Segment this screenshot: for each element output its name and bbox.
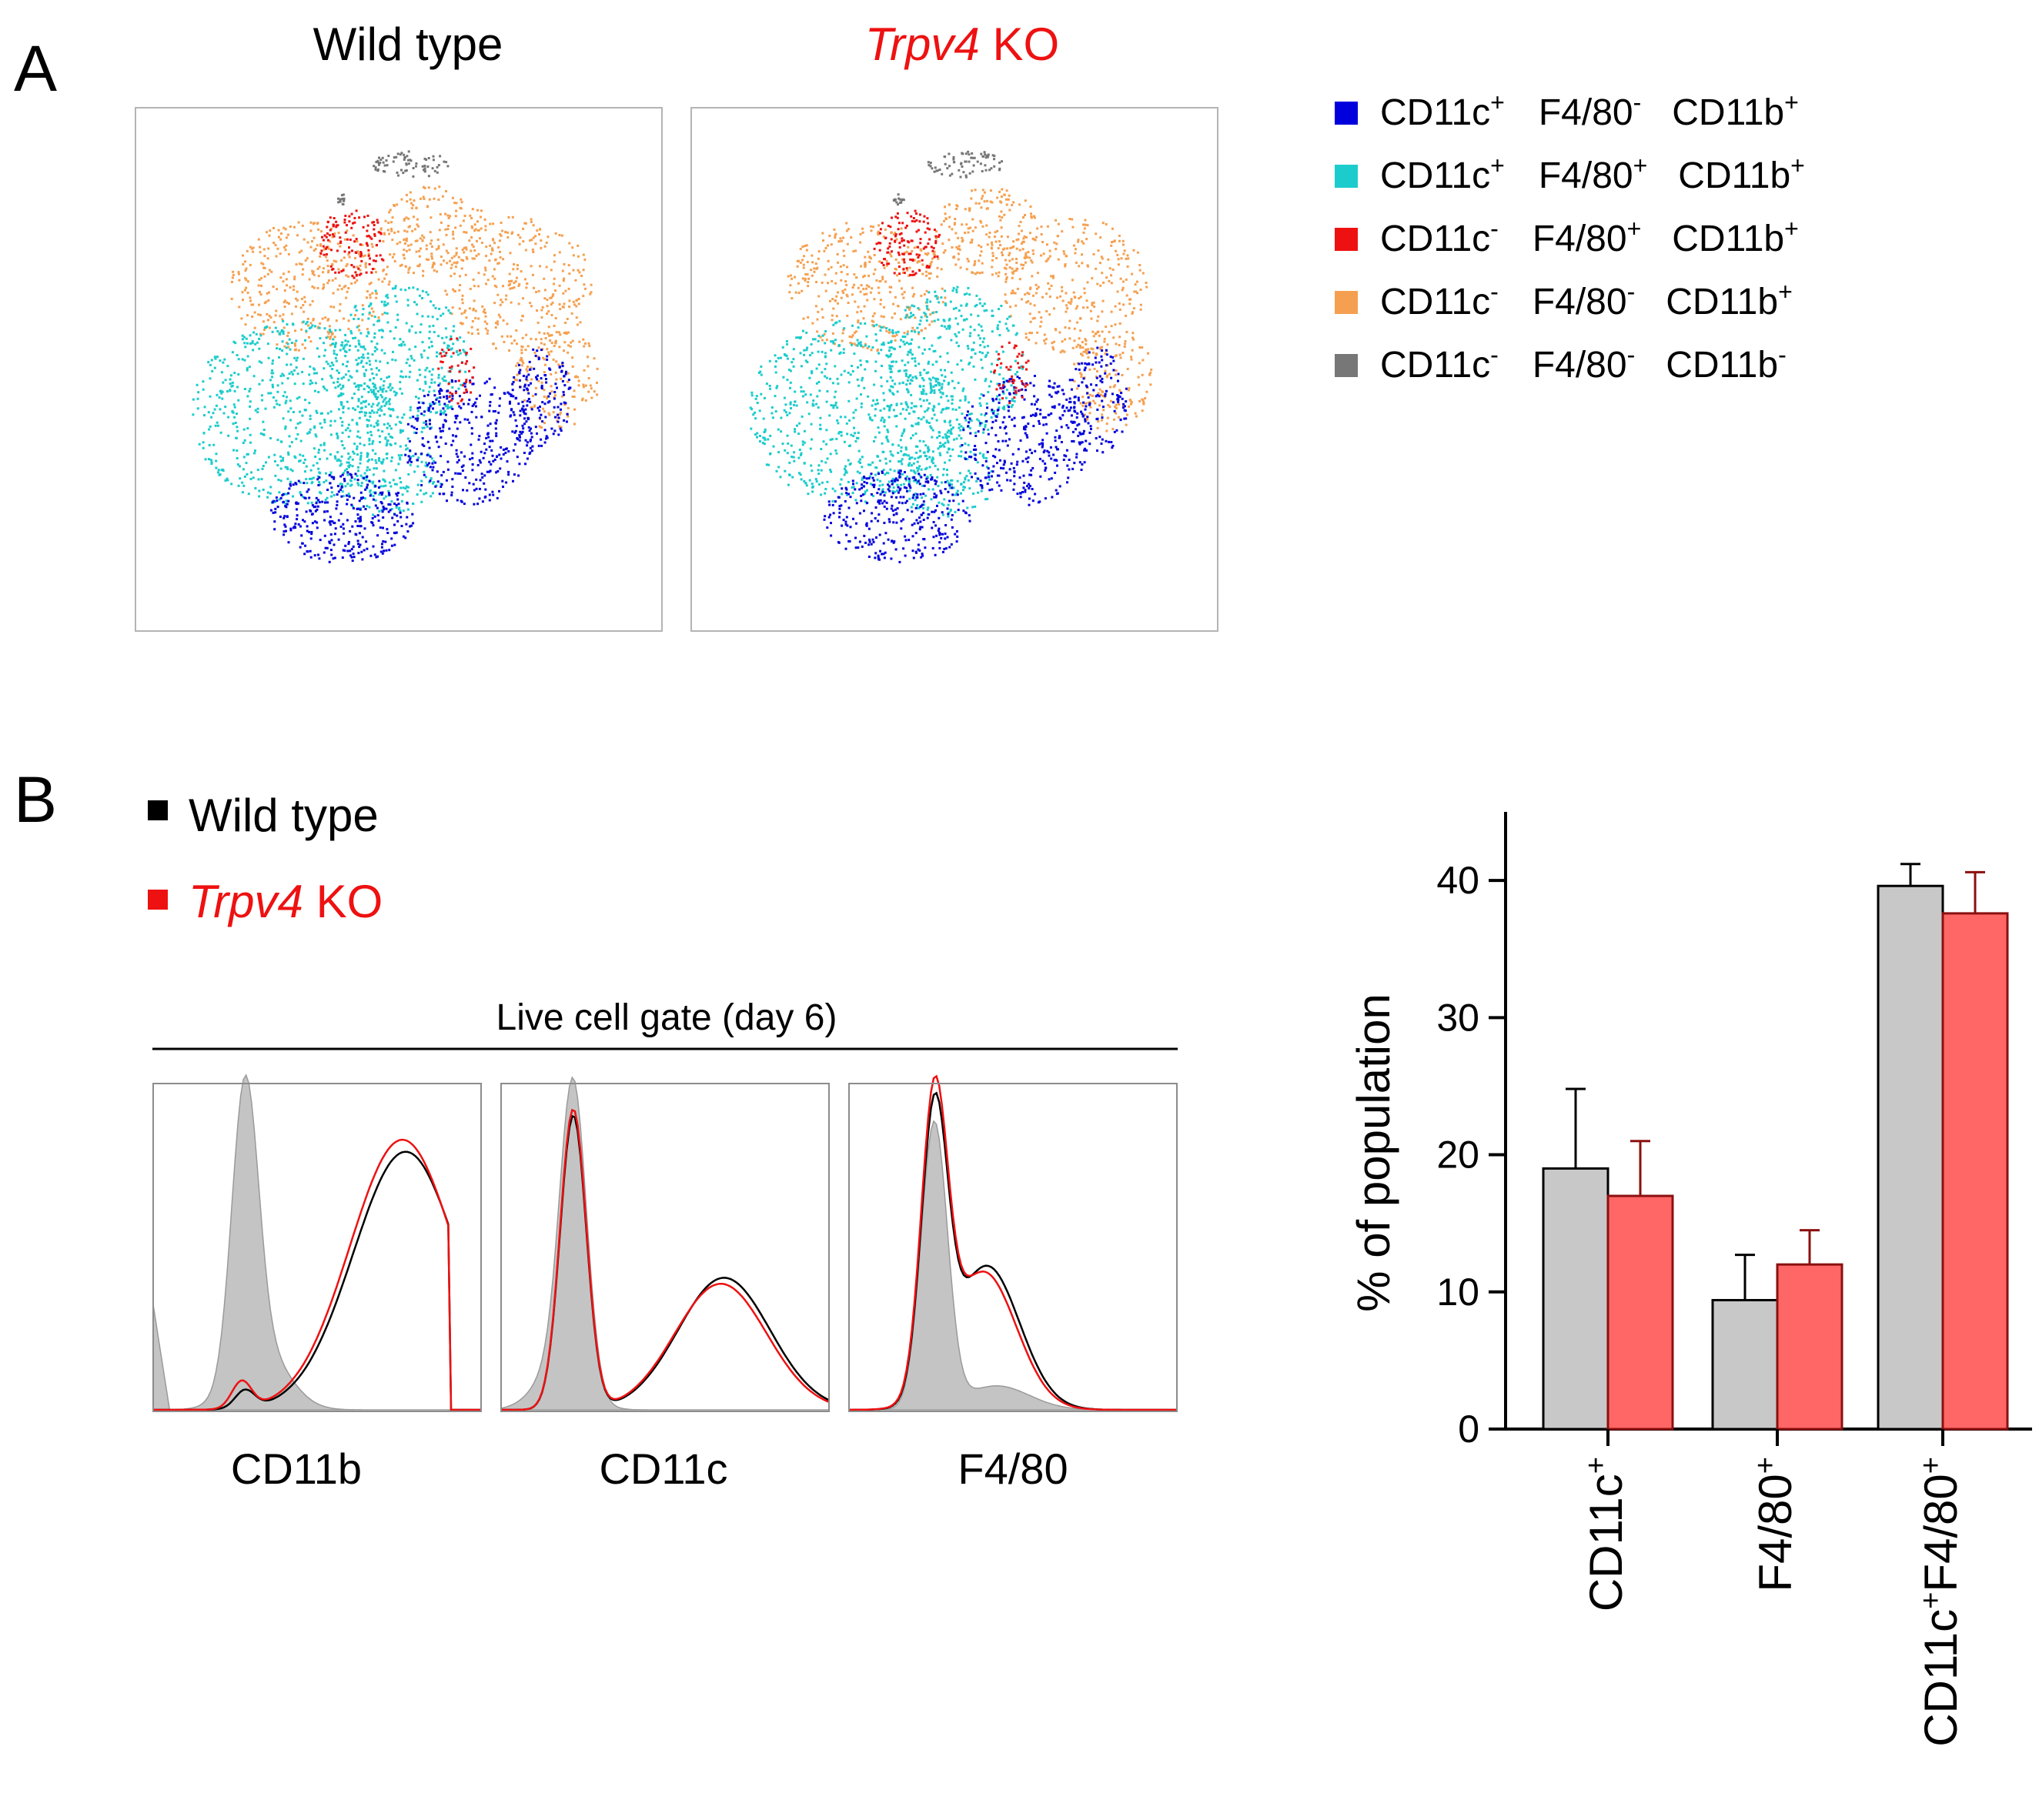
histogram-frame-cd11c <box>500 1083 830 1412</box>
legend-b-wild-type: Wild type <box>189 790 379 841</box>
tsne-plot-ko <box>749 150 1153 563</box>
bar-1-0 <box>1606 1194 1674 1431</box>
bar-1-1 <box>1776 1263 1843 1431</box>
histogram-label-f480: F4/80 <box>958 1444 1068 1493</box>
y-axis-label: % of population <box>1348 993 1399 1312</box>
wild-type-curve <box>849 1091 1177 1411</box>
ko-curve <box>153 1138 481 1411</box>
isotype-fill <box>500 1076 829 1411</box>
x-tick-label-2: CD11c+F4/80+ <box>1915 1457 1967 1747</box>
x-tick-label-1: F4/80+ <box>1750 1457 1801 1592</box>
ko-curve <box>501 1108 830 1411</box>
bar-0-0 <box>1542 1167 1609 1431</box>
tsne-frame-ko <box>690 107 1218 632</box>
legend-swatch-4 <box>1335 354 1358 377</box>
legend-label-2: CD11c- F4/80+ CD11b+ <box>1380 215 1799 259</box>
legend-swatch-3 <box>1335 291 1358 314</box>
histogram-cd11c <box>500 1076 830 1411</box>
population-legend: CD11c+ F4/80- CD11b+ CD11c+ F4/80+ CD11b+ CD11… <box>1335 88 1805 386</box>
legend-b-swatch-wild-type <box>148 800 168 820</box>
ko-title-gene: Trpv4 <box>865 18 980 70</box>
y-tick-label-10: 10 <box>1436 1271 1479 1314</box>
legend-b-ko: Trpv4 KO <box>189 876 383 927</box>
ko-title: Trpv4 KO <box>865 18 1059 70</box>
y-tick-label-20: 20 <box>1436 1134 1479 1177</box>
ko-curve <box>848 1074 1177 1411</box>
x-tick-label-0: CD11c+ <box>1580 1457 1632 1611</box>
histogram-frame-f480 <box>848 1083 1178 1412</box>
tsne-frame-wild-type <box>135 107 663 632</box>
ko-title-suffix: KO <box>980 18 1059 70</box>
bar-chart: % of population 010203040CD11c+F4/80+CD1… <box>1348 812 2032 1747</box>
bar-0-2 <box>1877 884 1944 1431</box>
legend-swatch-1 <box>1335 165 1358 188</box>
histogram-cd11b <box>152 1074 481 1411</box>
y-tick-label-30: 30 <box>1436 996 1479 1039</box>
y-tick-label-40: 40 <box>1436 859 1479 902</box>
bar-1-2 <box>1941 912 2009 1431</box>
isotype-fill <box>849 1120 1177 1411</box>
legend-label-4: CD11c- F4/80- CD11b- <box>1380 341 1787 386</box>
histogram-label-cd11b: CD11b <box>231 1444 362 1493</box>
histogram-frame-cd11b <box>152 1083 482 1412</box>
legend-swatch-0 <box>1335 102 1358 125</box>
y-tick-label-0: 0 <box>1458 1408 1479 1451</box>
histogram-f480 <box>848 1074 1177 1411</box>
isotype-fill <box>152 1074 481 1411</box>
panel-a-label: A <box>14 32 57 105</box>
legend-label-1: CD11c+ F4/80+ CD11b+ <box>1380 152 1805 196</box>
bar-0-1 <box>1711 1298 1779 1431</box>
wild-type-title: Wild type <box>313 18 503 70</box>
gate-label: Live cell gate (day 6) <box>496 997 837 1038</box>
legend-swatch-2 <box>1335 228 1358 251</box>
wild-type-curve <box>153 1150 481 1411</box>
legend-label-3: CD11c- F4/80- CD11b+ <box>1380 278 1793 322</box>
legend-b-swatch-ko <box>148 890 168 910</box>
legend-label-0: CD11c+ F4/80- CD11b+ <box>1380 88 1799 133</box>
tsne-plot-wild-type <box>192 150 599 563</box>
panel-b-label: B <box>14 763 57 836</box>
histogram-label-cd11c: CD11c <box>599 1444 727 1493</box>
